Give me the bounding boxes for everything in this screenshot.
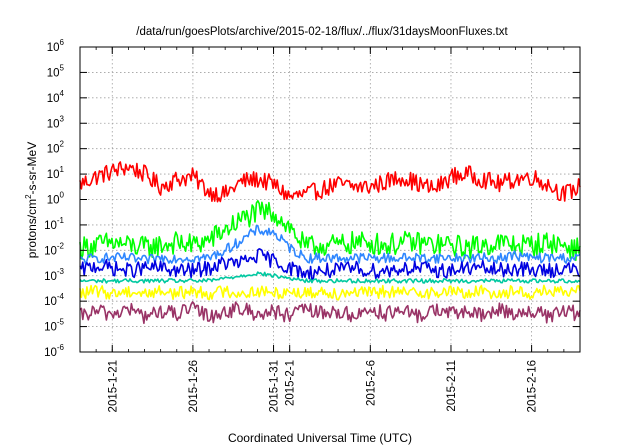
series-line <box>79 161 581 203</box>
y-tick-label: 100 <box>47 191 65 207</box>
y-tick-label: 10-1 <box>44 216 64 232</box>
y-tick-label-exponent: -4 <box>57 292 65 301</box>
y-tick-label-base: 10 <box>44 245 57 257</box>
y-tick-label-exponent: 2 <box>60 140 65 149</box>
y-tick-label-base: 10 <box>47 42 60 54</box>
series-lines <box>79 161 581 325</box>
y-tick-label-base: 10 <box>44 296 57 308</box>
x-tick-label: 2015-1-21 <box>107 360 119 412</box>
y-tick-label: 104 <box>47 89 65 105</box>
x-tick-label: 2015-2-16 <box>527 360 539 412</box>
x-axis-ticks: 2015-1-21 2015-1-26 2015-1-31 2015-2-1 2015-… <box>79 47 581 412</box>
y-tick-label-exponent: -2 <box>57 241 65 250</box>
y-tick-label-base: 10 <box>47 144 60 156</box>
y-tick-label-exponent: 5 <box>60 63 65 72</box>
y-tick-label: 10-3 <box>44 267 64 283</box>
y-tick-label: 101 <box>47 165 65 181</box>
y-tick-label-exponent: -6 <box>57 343 65 352</box>
grid-lines <box>80 47 580 352</box>
y-axis-title-prefix: protons/cm <box>25 199 39 258</box>
y-tick-label: 10-4 <box>44 292 64 308</box>
y-tick-label: 103 <box>47 114 65 130</box>
y-tick-label-base: 10 <box>44 220 57 232</box>
y-tick-label: 10-6 <box>44 343 64 359</box>
x-tick-label: 2015-2-11 <box>446 360 458 412</box>
y-tick-label-base: 10 <box>47 93 60 105</box>
y-tick-label: 106 <box>47 38 65 54</box>
y-tick-label-base: 10 <box>44 322 57 334</box>
y-tick-label-exponent: 1 <box>60 165 65 174</box>
series-line <box>79 248 581 281</box>
y-tick-label-exponent: 4 <box>60 89 65 98</box>
y-tick-label-base: 10 <box>47 67 60 79</box>
y-tick-label: 105 <box>47 63 65 79</box>
y-tick-label: 10-5 <box>44 318 64 334</box>
y-tick-label-exponent: -3 <box>57 267 65 276</box>
x-tick-label: 2015-1-26 <box>188 360 200 412</box>
series-line <box>79 284 581 301</box>
y-tick-label: 102 <box>47 140 65 156</box>
series-line <box>79 200 581 262</box>
y-tick-label-exponent: 0 <box>60 191 65 200</box>
y-tick-label-base: 10 <box>47 169 60 181</box>
y-tick-label-base: 10 <box>47 195 60 207</box>
chart-title: /data/run/goesPlots/archive/2015-02-18/f… <box>136 26 508 38</box>
y-tick-label-base: 10 <box>47 118 60 130</box>
x-tick-label: 2015-2-6 <box>365 360 377 406</box>
series-line <box>79 271 581 284</box>
y-tick-label-base: 10 <box>44 347 57 359</box>
y-tick-label-exponent: 6 <box>60 38 65 47</box>
y-tick-label-exponent: 3 <box>60 114 65 123</box>
x-tick-label: 2015-2-1 <box>285 360 297 406</box>
x-axis-title: Coordinated Universal Time (UTC) <box>228 431 412 445</box>
y-tick-label-base: 10 <box>44 271 57 283</box>
series-line <box>79 301 581 325</box>
y-tick-label: 10-2 <box>44 241 64 257</box>
series-line <box>79 224 581 265</box>
x-tick-label: 2015-1-31 <box>269 360 281 412</box>
y-tick-label-exponent: -1 <box>57 216 65 225</box>
y-tick-label-exponent: -5 <box>57 318 65 327</box>
y-axis-title-suffix: -s-sr-MeV <box>25 142 39 195</box>
y-axis-ticks: 10-610-510-410-310-210-11001011021031041… <box>44 38 580 359</box>
y-axis-title: protons/cm2-s-sr-MeV <box>24 142 39 258</box>
y-axis-title-superscript: 2 <box>24 194 33 199</box>
